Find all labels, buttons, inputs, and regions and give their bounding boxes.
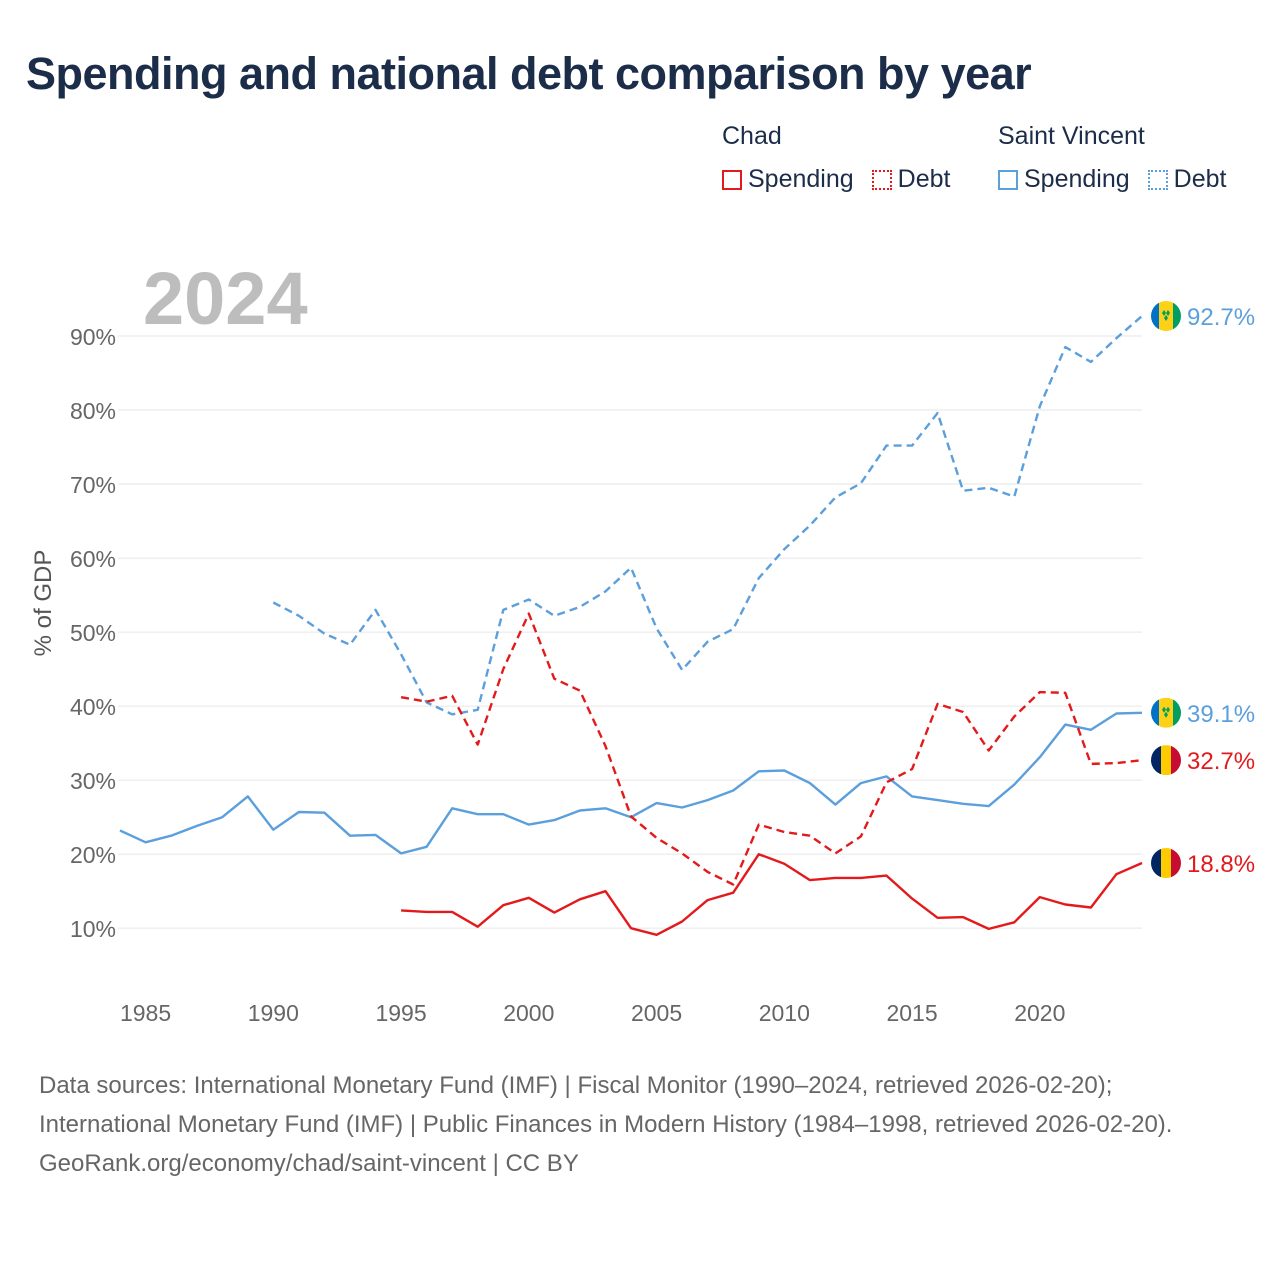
x-tick-label: 2020 — [1014, 1000, 1065, 1026]
legend-item-saint-vincent-debt[interactable]: Debt — [1147, 165, 1227, 194]
legend-group-saint-vincent: Saint Vincent Spending Debt — [998, 122, 1244, 194]
x-tick-label: 2015 — [886, 1000, 937, 1026]
legend-item-chad-spending[interactable]: Spending — [722, 165, 854, 194]
x-axis-ticks: 1985 1990 1995 2000 2005 2010 2015 2020 — [120, 1000, 1065, 1026]
x-tick-label: 1985 — [120, 1000, 171, 1026]
legend-swatch-dotted — [1147, 169, 1168, 190]
y-tick-label: 20% — [70, 842, 116, 868]
y-tick-label: 60% — [70, 546, 116, 572]
legend-swatch-solid — [722, 169, 742, 190]
legend-item-label: Debt — [897, 165, 951, 193]
flag-chad-icon — [1151, 745, 1181, 776]
x-tick-label: 1995 — [375, 1000, 426, 1026]
y-axis-label: % of GDP — [30, 550, 57, 657]
flag-saint-vincent-icon — [1151, 697, 1181, 728]
legend-item-label: Spending — [748, 165, 854, 193]
end-value-label: 18.8% — [1187, 851, 1255, 878]
y-tick-label: 80% — [70, 398, 116, 424]
year-label: 2024 — [143, 257, 308, 340]
flag-saint-vincent-icon — [1151, 301, 1181, 332]
series-line-chad-debt — [400, 612, 1143, 886]
end-value-label: 92.7% — [1187, 304, 1255, 331]
footer: Data sources: International Monetary Fun… — [39, 1066, 1239, 1183]
flag-chad-icon — [1151, 848, 1181, 879]
y-tick-label: 40% — [70, 694, 116, 720]
chart-title: Spending and national debt comparison by… — [26, 48, 1032, 99]
legend-swatch-dotted — [871, 169, 892, 190]
gridlines — [118, 335, 1142, 929]
x-tick-label: 2000 — [503, 1000, 554, 1026]
data-sources-text: Data sources: International Monetary Fun… — [39, 1072, 1173, 1138]
legend-item-label: Debt — [1173, 165, 1227, 193]
legend-group-chad: Chad Spending Debt — [722, 122, 968, 194]
legend-country-label: Chad — [722, 122, 782, 150]
end-value-label: 32.7% — [1187, 748, 1255, 775]
y-tick-label: 90% — [70, 324, 116, 350]
legend-item-label: Spending — [1024, 165, 1130, 193]
series-lines — [119, 315, 1143, 936]
source-link[interactable]: GeoRank.org/economy/chad/saint-vincent |… — [39, 1150, 579, 1177]
y-tick-label: 30% — [70, 768, 116, 794]
legend-swatch-solid — [998, 169, 1018, 190]
x-tick-label: 1990 — [248, 1000, 299, 1026]
y-tick-label: 10% — [70, 916, 116, 942]
legend-country-label: Saint Vincent — [998, 122, 1145, 150]
line-chart: 10% 20% 30% 40% 50% 60% 70% 80% 90% 1985 1990 1995… — [30, 257, 1255, 1026]
legend-item-chad-debt[interactable]: Debt — [871, 165, 951, 194]
x-tick-label: 2005 — [631, 1000, 682, 1026]
series-line-saint-vincent-spending — [119, 711, 1143, 855]
series-line-saint-vincent-debt — [272, 315, 1143, 716]
x-tick-label: 2010 — [759, 1000, 810, 1026]
legend-item-saint-vincent-spending[interactable]: Spending — [998, 165, 1130, 194]
y-axis-ticks: 10% 20% 30% 40% 50% 60% 70% 80% 90% — [70, 324, 116, 942]
end-labels: 92.7% 39.1% 32.7% 18.8% — [1151, 301, 1255, 879]
y-tick-label: 70% — [70, 472, 116, 498]
series-line-chad-spending — [401, 853, 1143, 936]
end-value-label: 39.1% — [1187, 701, 1255, 728]
y-tick-label: 50% — [70, 620, 116, 646]
